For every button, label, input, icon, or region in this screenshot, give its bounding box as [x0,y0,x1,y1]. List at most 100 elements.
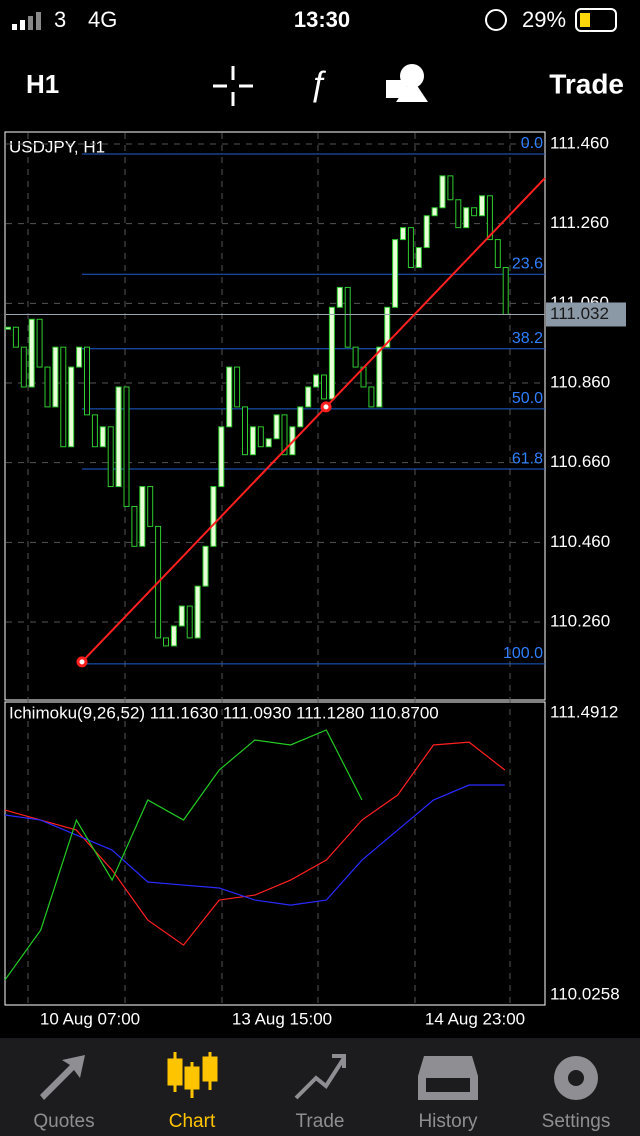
candle [170,625,177,647]
trendline-point [320,401,332,413]
candle [36,318,43,368]
chart-icon[interactable] [167,1052,218,1098]
candle [400,227,406,241]
candle [12,326,19,348]
candle [305,386,312,408]
candle [44,366,51,408]
candle [20,346,27,388]
candle [5,326,11,330]
price-tick-label: 111.460 [550,133,609,152]
candle [479,195,485,217]
candle [28,318,35,388]
vertical-grid [27,133,511,1004]
candle [384,306,391,348]
candle [107,426,114,488]
candle [210,486,217,547]
candle [471,207,478,217]
status-bar: 3 4G 13:30 29% [12,7,617,32]
candle [321,374,327,400]
candle [99,426,106,448]
x-axis-label: 10 Aug 07:00 [40,1009,140,1028]
candle [344,286,351,348]
battery-percent: 29% [522,7,566,32]
symbol-label: USDJPY, H1 [9,137,105,156]
candle [423,215,430,249]
candle [202,545,209,587]
candle [218,426,225,488]
candle [60,346,67,448]
carrier: 3 [54,7,66,32]
time: 13:30 [294,7,350,32]
candle [76,346,83,368]
fib-label: 61.8 [512,450,543,467]
candle [115,386,122,488]
x-axis-label: 14 Aug 23:00 [425,1009,525,1028]
tab-label[interactable]: Trade [296,1111,345,1132]
candle [265,438,272,448]
candle [447,175,454,201]
chart-frame [4,131,546,701]
candle [415,247,422,268]
candle [234,366,241,408]
candle [486,195,493,241]
candle [431,207,438,217]
candle [328,306,335,400]
current-price-label: 111.032 [550,304,609,323]
current-price-box [546,302,626,327]
candle [368,386,375,408]
indicators-icon[interactable]: ƒ [309,65,328,104]
tab-label[interactable]: Chart [169,1111,216,1132]
candle [455,199,462,229]
ichimoku-line [4,729,363,981]
candle [147,486,154,527]
x-axis-label: 13 Aug 15:00 [232,1009,332,1028]
candle [123,386,130,507]
candle [52,346,59,408]
timeframe[interactable]: H1 [26,69,59,99]
trade-button[interactable]: Trade [549,68,624,99]
candle [68,366,75,448]
crosshair-icon[interactable] [213,66,253,106]
fib-label: 0.0 [521,135,543,152]
candle [376,346,383,408]
fib-label: 38.2 [512,330,543,347]
candle [494,239,501,268]
tab-label[interactable]: Settings [542,1111,611,1132]
price-tick-label: 111.260 [550,213,609,232]
network: 4G [88,7,117,32]
quotes-icon[interactable] [40,1055,85,1100]
trade-icon[interactable] [294,1054,346,1100]
tab-label[interactable]: History [418,1111,478,1132]
candle [84,346,90,416]
candle [194,585,201,639]
fib-label: 100.0 [503,645,543,662]
candle [91,414,98,448]
candle [352,346,359,368]
objects-icon[interactable] [386,64,428,102]
indicator-label: Ichimoku(9,26,52) 111.1630 111.0930 111.… [9,703,439,722]
trendline-point [76,656,88,668]
candle [502,266,509,315]
trendline [81,177,546,663]
candle [242,406,248,456]
candle [163,637,169,647]
candle [281,414,288,456]
candle [186,605,193,639]
candle [249,426,256,456]
settings-icon[interactable] [554,1056,598,1100]
candle [439,175,446,209]
price-tick-label: 110.460 [550,532,610,551]
tab-bar [0,1038,640,1136]
history-icon[interactable] [418,1056,478,1100]
candle [336,286,343,308]
price-tick-label: 110.260 [550,611,610,630]
tab-label[interactable]: Quotes [33,1111,94,1132]
candle [392,239,399,308]
price-tick-label: 110.660 [550,452,610,471]
candle [139,486,146,547]
indicator-tick-label: 111.4912 [550,702,618,721]
candle [178,605,185,627]
